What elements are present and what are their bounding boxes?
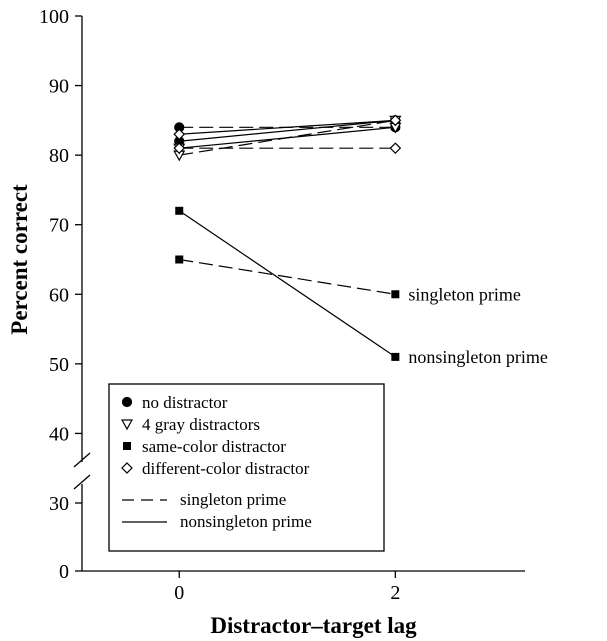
series-line [179, 258, 396, 295]
series-line [179, 119, 396, 135]
y-tick-label: 40 [49, 423, 69, 445]
open-triangle-down-marker [120, 419, 134, 431]
open-diamond-marker [173, 128, 186, 141]
y-tick-label: 100 [39, 6, 69, 28]
series-annotation: nonsingleton prime [408, 347, 547, 367]
series-markers [173, 114, 402, 361]
y-tick-label: 0 [59, 561, 69, 583]
legend-label: singleton prime [180, 490, 286, 509]
x-tick-label: 2 [390, 582, 400, 604]
y-tick-label: 70 [49, 215, 69, 237]
y-tick-label: 50 [49, 354, 69, 376]
filled-square-marker [391, 290, 400, 299]
series-lines [178, 119, 396, 358]
filled-circle-marker [121, 396, 133, 408]
annotations: singleton prime nonsingleton prime [408, 284, 547, 367]
axes: 0 30 40 50 60 70 80 90 100 0 2 [39, 6, 525, 604]
legend-label: different-color distractor [142, 459, 310, 478]
open-diamond-marker [389, 114, 402, 127]
y-tick-label: 90 [49, 76, 69, 98]
legend-box [108, 383, 385, 552]
y-tick-label: 30 [49, 493, 69, 515]
series-line [179, 126, 396, 149]
legend-label: 4 gray distractors [142, 415, 260, 434]
open-diamond-marker [121, 462, 133, 474]
x-tick-label: 0 [174, 582, 184, 604]
x-axis-label: Distractor–target lag [210, 613, 417, 638]
y-axis-break-mark [73, 474, 91, 490]
legend-label: nonsingleton prime [180, 512, 312, 531]
filled-square-marker [175, 206, 184, 215]
y-axis-break-mark [73, 452, 91, 468]
filled-square-marker [391, 352, 400, 361]
series-group [173, 114, 402, 361]
filled-square-marker [175, 255, 184, 264]
y-tick-label: 80 [49, 145, 69, 167]
legend: no distractor 4 gray distractors same-colo… [108, 383, 385, 552]
legend-label: same-color distractor [142, 437, 286, 456]
y-tick-label: 60 [49, 284, 69, 306]
series-line [178, 210, 396, 358]
y-axis-label: Percent correct [7, 184, 32, 335]
legend-label: no distractor [142, 393, 228, 412]
series-line [179, 119, 396, 142]
filled-square-marker [123, 442, 131, 450]
open-diamond-marker [389, 142, 402, 155]
open-diamond-marker [173, 142, 186, 155]
series-annotation: singleton prime [408, 284, 520, 304]
